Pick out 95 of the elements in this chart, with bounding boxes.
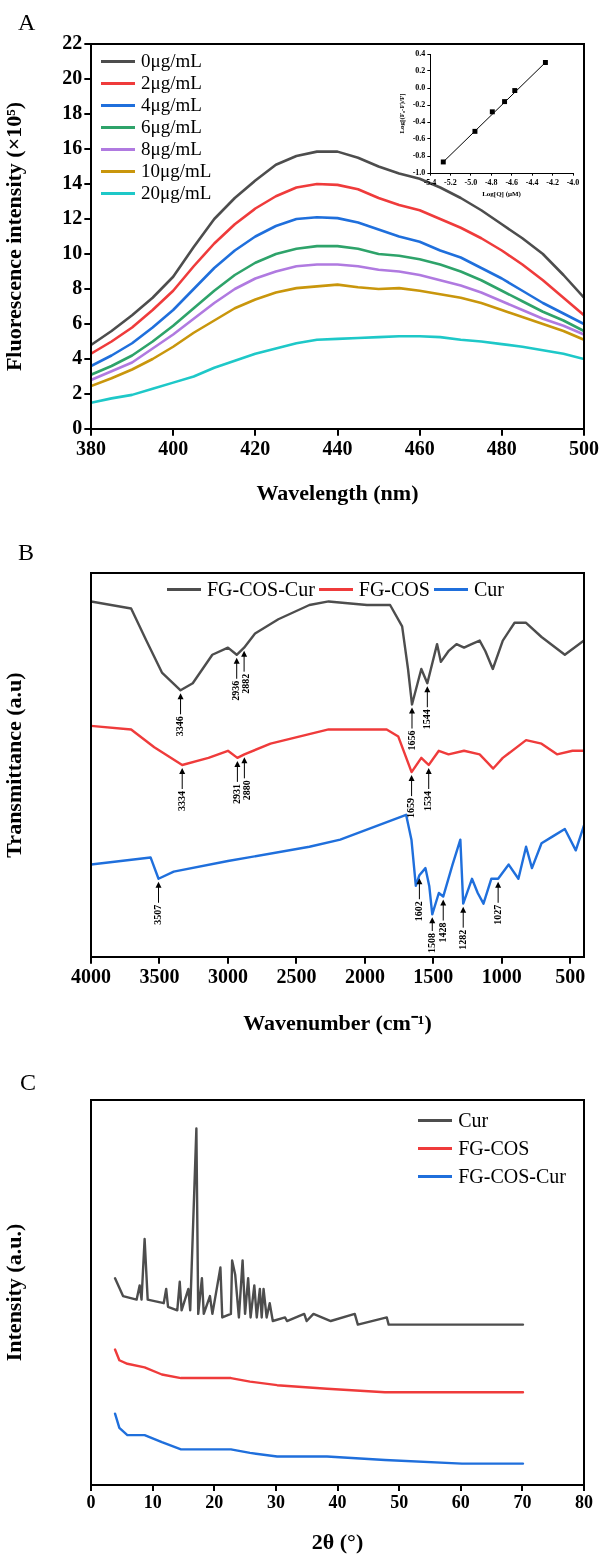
x-tick-label: -5.0 xyxy=(464,177,478,187)
x-tick-label: 80 xyxy=(575,1492,593,1513)
legend-label: 2μg/mL xyxy=(141,72,202,94)
legend-label: 4μg/mL xyxy=(141,94,202,116)
chart-title: C xyxy=(20,1069,37,1095)
point xyxy=(440,159,446,165)
annotation: 1428 xyxy=(436,922,448,943)
x-tick-label: 10 xyxy=(143,1492,162,1513)
annotation: 3346 xyxy=(174,716,186,737)
x-tick-label: 30 xyxy=(266,1492,285,1513)
y-tick-label: 0.2 xyxy=(415,66,426,76)
y-tick-label: -0.6 xyxy=(412,134,426,144)
point xyxy=(512,88,518,94)
legend-label: 20μg/mL xyxy=(141,182,212,204)
annotation: 2882 xyxy=(240,673,252,694)
y-tick-label: 18 xyxy=(62,101,83,124)
x-tick-label: 0 xyxy=(86,1492,96,1513)
y-axis-title: Transmittance (a.u) xyxy=(0,672,26,858)
x-tick-label: -4.4 xyxy=(525,177,539,187)
annotation: 1659 xyxy=(405,798,417,819)
chart-title: B xyxy=(18,539,35,565)
x-tick-label: 420 xyxy=(240,436,271,459)
x-tick-label: 3500 xyxy=(139,964,180,987)
annotation: 1602 xyxy=(412,901,424,922)
legend-label: 0μg/mL xyxy=(141,50,202,72)
y-tick-label: 6 xyxy=(72,311,83,334)
x-axis-title: 2θ (°) xyxy=(311,1529,364,1555)
x-tick-label: 60 xyxy=(451,1492,470,1513)
annotation: 1027 xyxy=(491,904,503,925)
y-tick-label: -1.0 xyxy=(412,168,426,178)
x-tick-label: 4000 xyxy=(71,964,111,987)
x-tick-label: 400 xyxy=(158,436,189,459)
y-tick-label: 8 xyxy=(72,276,83,299)
y-tick-label: 0 xyxy=(72,416,83,439)
x-tick-label: 50 xyxy=(390,1492,409,1513)
x-tick-label: -4.0 xyxy=(566,177,580,187)
y-tick-label: -0.8 xyxy=(412,151,426,161)
x-tick-label: -5.2 xyxy=(444,177,457,187)
chart-title: A xyxy=(18,9,36,35)
y-tick-label: 10 xyxy=(62,241,83,264)
x-tick-label: 3000 xyxy=(207,964,248,987)
y-tick-label: 12 xyxy=(62,206,83,229)
annotation: 1656 xyxy=(405,730,417,751)
x-tick-label: 440 xyxy=(322,436,353,459)
x-tick-label: 480 xyxy=(486,436,517,459)
legend-label: FG-COS-Cur xyxy=(458,1164,566,1188)
point xyxy=(472,128,478,134)
x-axis-title: Wavelength (nm) xyxy=(256,480,419,506)
legend-label: 6μg/mL xyxy=(141,116,202,138)
y-tick-label: 22 xyxy=(62,31,83,54)
point xyxy=(502,99,508,105)
annotation: 1508 xyxy=(425,933,437,953)
annotation: 3507 xyxy=(152,904,164,925)
x-tick-label: 500 xyxy=(569,436,599,459)
x-tick-label: -4.8 xyxy=(484,177,498,187)
y-tick-label: 20 xyxy=(62,66,83,89)
legend-label: Cur xyxy=(458,1108,489,1132)
y-axis-title: Fluorescence intensity (×10⁵) xyxy=(0,101,26,372)
x-tick-label: 500 xyxy=(555,964,586,987)
x-tick-label: 380 xyxy=(76,436,106,459)
x-tick-label: 2500 xyxy=(276,964,317,987)
y-tick-label: 4 xyxy=(72,346,83,369)
y-tick-label: 0.4 xyxy=(415,49,426,59)
y-tick-label: -0.4 xyxy=(412,117,426,127)
legend-label: FG-COS xyxy=(458,1136,530,1160)
x-tick-label: 460 xyxy=(404,436,435,459)
x-tick-label: -4.2 xyxy=(546,177,559,187)
x-tick-label: 70 xyxy=(513,1492,532,1513)
y-tick-label: 14 xyxy=(62,171,83,194)
legend-label: Cur xyxy=(473,577,504,601)
y-tick-label: -0.2 xyxy=(412,100,426,110)
x-tick-label: 2000 xyxy=(344,964,385,987)
y-tick-label: 0.0 xyxy=(415,83,426,93)
legend-label: FG-COS xyxy=(358,577,430,601)
x-tick-label: 20 xyxy=(205,1492,224,1513)
y-tick-label: 16 xyxy=(62,136,83,159)
legend-label: FG-COS-Cur xyxy=(207,577,315,601)
annotation: 2880 xyxy=(240,780,252,801)
x-axis-title: Wavenumber (cm⁻¹) xyxy=(243,1010,432,1036)
x-tick-label: -4.6 xyxy=(505,177,519,187)
legend-label: 10μg/mL xyxy=(141,160,212,182)
x-tick-label: 1000 xyxy=(481,964,522,987)
y-axis-title: Intensity (a.u.) xyxy=(0,1223,26,1362)
y-tick-label: 2 xyxy=(72,381,83,404)
annotation: 1282 xyxy=(456,929,468,950)
annotation: 3334 xyxy=(175,791,187,811)
annotation: 1544 xyxy=(420,709,432,730)
legend-label: 8μg/mL xyxy=(141,138,202,160)
annotation: 2936 xyxy=(230,680,242,701)
annotation: 2931 xyxy=(230,783,242,804)
x-tick-label: 1500 xyxy=(413,964,454,987)
x-tick-label: 40 xyxy=(328,1492,347,1513)
point xyxy=(489,109,495,115)
point xyxy=(542,60,548,65)
annotation: 1534 xyxy=(422,791,434,811)
